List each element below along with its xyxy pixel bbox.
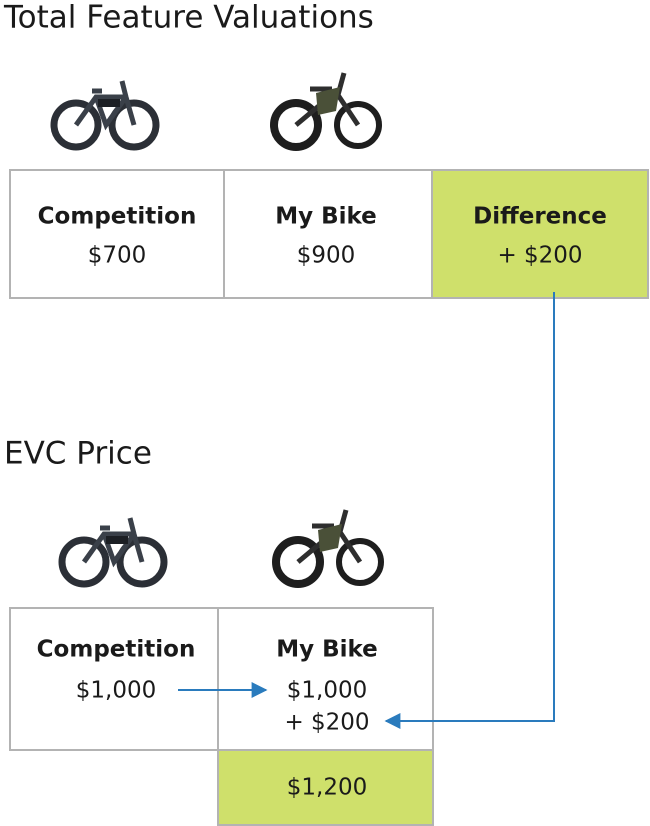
total-cell (217, 749, 434, 826)
cell-header: Difference (473, 204, 607, 230)
cell-value: $700 (88, 243, 147, 269)
bike-image (62, 518, 164, 584)
section-title: Total Feature Valuations (3, 0, 374, 36)
cell-value: $1,000 (287, 678, 367, 704)
cell-value: $1,000 (76, 678, 156, 704)
table-cell (9, 607, 219, 751)
cell-addition: + $200 (284, 710, 369, 736)
table-cell (223, 169, 433, 299)
table-cell (9, 169, 225, 299)
cell-value: + $200 (497, 243, 582, 269)
difference-cell (431, 169, 649, 299)
cell-header: My Bike (276, 637, 378, 663)
bike-image (276, 510, 381, 584)
bike-image (54, 81, 156, 147)
bike-image (274, 73, 379, 147)
cell-header: My Bike (275, 204, 377, 230)
cell-header: Competition (37, 637, 196, 663)
cell-header: Competition (38, 204, 197, 230)
total-value: $1,200 (287, 775, 367, 801)
section-title: EVC Price (4, 436, 152, 472)
arrow (384, 292, 555, 729)
cell-value: $900 (297, 243, 356, 269)
